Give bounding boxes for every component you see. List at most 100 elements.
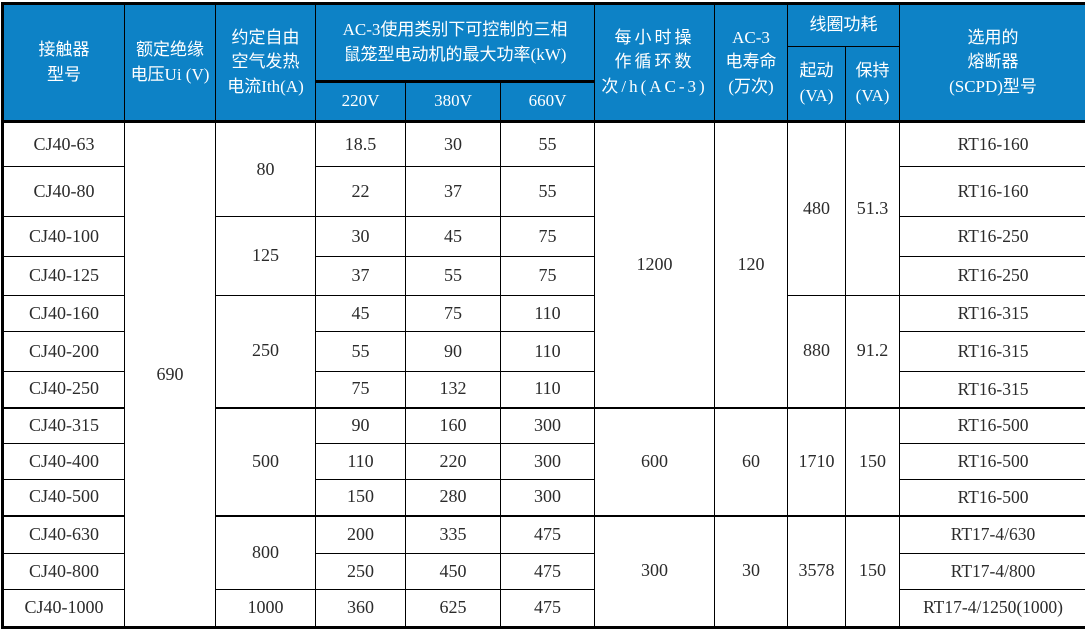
cell-coil-hold: 91.2 xyxy=(846,296,900,408)
cell-power-660: 75 xyxy=(501,217,595,257)
cell-power-380: 335 xyxy=(406,516,501,554)
cell-power-220: 110 xyxy=(316,444,406,480)
cell-power-220: 75 xyxy=(316,372,406,408)
cell-power-220: 250 xyxy=(316,554,406,590)
cell-fuse: RT16-315 xyxy=(900,296,1085,332)
cell-power-660: 75 xyxy=(501,257,595,296)
cell-power-660: 300 xyxy=(501,408,595,444)
col-header-max-power-group: AC-3使用类别下可控制的三相 鼠笼型电动机的最大功率(kW) xyxy=(316,4,595,82)
cell-power-660: 475 xyxy=(501,516,595,554)
cell-power-660: 110 xyxy=(501,372,595,408)
cell-fuse: RT16-315 xyxy=(900,372,1085,408)
cell-life: 60 xyxy=(715,408,788,516)
cell-model: CJ40-250 xyxy=(3,372,125,408)
cell-fuse: RT16-160 xyxy=(900,122,1085,167)
cell-model: CJ40-500 xyxy=(3,480,125,516)
cell-power-380: 280 xyxy=(406,480,501,516)
cell-cycles: 1200 xyxy=(595,122,715,408)
cell-power-220: 30 xyxy=(316,217,406,257)
cell-power-220: 90 xyxy=(316,408,406,444)
cell-thermal-current: 500 xyxy=(216,408,316,516)
col-header-660v: 660V xyxy=(501,82,595,122)
cell-power-220: 150 xyxy=(316,480,406,516)
cell-power-380: 37 xyxy=(406,167,501,217)
cell-life: 120 xyxy=(715,122,788,408)
col-header-insulation-voltage: 额定绝缘 电压Ui (V) xyxy=(125,4,216,122)
cell-power-380: 160 xyxy=(406,408,501,444)
cell-power-660: 55 xyxy=(501,122,595,167)
cell-power-380: 90 xyxy=(406,332,501,372)
cell-power-380: 450 xyxy=(406,554,501,590)
cell-insulation-voltage: 690 xyxy=(125,122,216,628)
cell-power-660: 55 xyxy=(501,167,595,217)
cell-coil-hold: 51.3 xyxy=(846,122,900,296)
cell-fuse: RT17-4/630 xyxy=(900,516,1085,554)
cell-life: 30 xyxy=(715,516,788,628)
cell-model: CJ40-800 xyxy=(3,554,125,590)
col-header-model: 接触器 型号 xyxy=(3,4,125,122)
cell-power-660: 300 xyxy=(501,480,595,516)
cell-model: CJ40-1000 xyxy=(3,590,125,628)
cell-power-220: 18.5 xyxy=(316,122,406,167)
cell-fuse: RT16-315 xyxy=(900,332,1085,372)
cell-coil-hold: 150 xyxy=(846,408,900,516)
cell-power-220: 22 xyxy=(316,167,406,217)
cell-cycles: 300 xyxy=(595,516,715,628)
col-header-fuse-type: 选用的 熔断器 (SCPD)型号 xyxy=(900,4,1085,122)
cell-model: CJ40-80 xyxy=(3,167,125,217)
cell-coil-start: 880 xyxy=(788,296,846,408)
cell-power-220: 200 xyxy=(316,516,406,554)
cell-power-380: 75 xyxy=(406,296,501,332)
cell-power-380: 45 xyxy=(406,217,501,257)
col-header-380v: 380V xyxy=(406,82,501,122)
col-header-thermal-current: 约定自由 空气发热 电流Ith(A) xyxy=(216,4,316,122)
cell-fuse: RT16-500 xyxy=(900,408,1085,444)
cell-power-220: 55 xyxy=(316,332,406,372)
cell-power-380: 55 xyxy=(406,257,501,296)
cell-coil-start: 1710 xyxy=(788,408,846,516)
cell-power-660: 475 xyxy=(501,590,595,628)
cell-model: CJ40-630 xyxy=(3,516,125,554)
cell-model: CJ40-125 xyxy=(3,257,125,296)
cell-coil-start: 480 xyxy=(788,122,846,296)
col-header-coil-start: 起动 (VA) xyxy=(788,47,846,122)
col-header-coil-power-group: 线圈功耗 xyxy=(788,4,900,47)
cell-coil-hold: 150 xyxy=(846,516,900,628)
cell-fuse: RT17-4/800 xyxy=(900,554,1085,590)
cell-power-380: 625 xyxy=(406,590,501,628)
cell-model: CJ40-200 xyxy=(3,332,125,372)
col-header-cycles-per-hour: 每小时操 作循环数 次/h(AC-3) xyxy=(595,4,715,122)
table-header: 接触器 型号 额定绝缘 电压Ui (V) 约定自由 空气发热 电流Ith(A) … xyxy=(3,4,1085,122)
cell-power-660: 300 xyxy=(501,444,595,480)
cell-thermal-current: 125 xyxy=(216,217,316,296)
cell-cycles: 600 xyxy=(595,408,715,516)
cell-power-380: 30 xyxy=(406,122,501,167)
cell-power-220: 45 xyxy=(316,296,406,332)
cell-model: CJ40-400 xyxy=(3,444,125,480)
cell-fuse: RT16-160 xyxy=(900,167,1085,217)
table-row: CJ40-63 690 80 18.5 30 55 1200 120 480 5… xyxy=(3,122,1085,167)
col-header-electrical-life: AC-3 电寿命 (万次) xyxy=(715,4,788,122)
cell-fuse: RT16-500 xyxy=(900,480,1085,516)
cell-thermal-current: 80 xyxy=(216,122,316,217)
cell-fuse: RT16-500 xyxy=(900,444,1085,480)
cell-model: CJ40-315 xyxy=(3,408,125,444)
cell-thermal-current: 250 xyxy=(216,296,316,408)
cell-thermal-current: 1000 xyxy=(216,590,316,628)
cell-power-660: 110 xyxy=(501,332,595,372)
cell-power-220: 360 xyxy=(316,590,406,628)
cell-fuse: RT16-250 xyxy=(900,257,1085,296)
cell-model: CJ40-100 xyxy=(3,217,125,257)
col-header-220v: 220V xyxy=(316,82,406,122)
cell-power-380: 220 xyxy=(406,444,501,480)
cell-fuse: RT16-250 xyxy=(900,217,1085,257)
header-row-1: 接触器 型号 额定绝缘 电压Ui (V) 约定自由 空气发热 电流Ith(A) … xyxy=(3,4,1085,47)
col-header-coil-hold: 保持 (VA) xyxy=(846,47,900,122)
cell-power-380: 132 xyxy=(406,372,501,408)
cell-power-660: 110 xyxy=(501,296,595,332)
cell-power-660: 475 xyxy=(501,554,595,590)
cell-model: CJ40-160 xyxy=(3,296,125,332)
cell-thermal-current: 800 xyxy=(216,516,316,590)
cell-model: CJ40-63 xyxy=(3,122,125,167)
